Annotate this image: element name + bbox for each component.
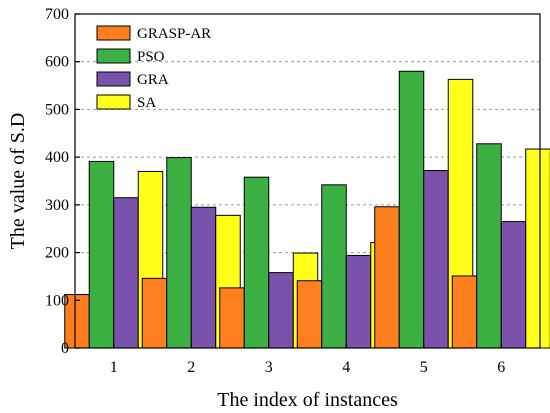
bar-grasp-ar-6: [451, 275, 478, 349]
bars: [64, 70, 550, 349]
plot-frame: [74, 13, 541, 349]
bar-pso-3: [243, 176, 270, 349]
y-tick-label: 100: [45, 292, 69, 309]
bar-grasp-ar-4: [296, 280, 323, 349]
y-tick-label: 200: [45, 245, 69, 262]
bar-gra-2: [190, 206, 217, 349]
bar-gra-6: [500, 221, 527, 349]
legend-swatch-sa: [96, 94, 131, 110]
x-tick-label: 2: [187, 359, 195, 376]
legend-label-sa: SA: [137, 95, 156, 111]
x-tick-label: 6: [497, 359, 505, 376]
y-tick-label: 600: [45, 54, 69, 71]
bar-gra-1: [113, 197, 139, 349]
legend-label-grasp-ar: GRASP-AR: [137, 26, 211, 42]
x-tick-label: 4: [342, 359, 350, 376]
x-tick-label: 5: [420, 359, 428, 376]
bar-grasp-ar-5: [374, 206, 400, 349]
x-axis-title: The index of instances: [217, 389, 398, 411]
bar-grasp-ar-2: [141, 277, 168, 349]
legend: GRASP-AR PSO GRA SA: [96, 25, 211, 111]
bar-pso-1: [88, 160, 115, 349]
bar-gra-3: [268, 272, 294, 349]
y-tick-label: 500: [45, 101, 69, 118]
bar-pso-6: [476, 143, 502, 349]
bar-gra-5: [423, 170, 449, 349]
x-tick-label: 1: [110, 359, 118, 376]
axis-ticks: 0 100 200 300 400 500 600 700 1 2 3 4 5 6: [45, 6, 505, 376]
y-axis-title: The value of S.D: [7, 113, 29, 250]
y-tick-label: 400: [45, 149, 69, 166]
y-tick-label: 700: [45, 6, 69, 23]
bar-pso-2: [166, 157, 192, 349]
bar-grasp-ar-3: [219, 287, 245, 349]
bar-grasp-ar-1: [64, 294, 90, 349]
y-tick-label: 0: [61, 340, 69, 357]
x-tick-label: 3: [265, 359, 273, 376]
legend-label-gra: GRA: [137, 72, 169, 88]
y-tick-label: 300: [45, 197, 69, 214]
legend-swatch-gra: [96, 71, 131, 87]
bar-pso-5: [398, 70, 425, 349]
bar-pso-4: [321, 184, 347, 349]
legend-label-pso: PSO: [137, 49, 165, 65]
bar-sa-6: [525, 148, 550, 349]
legend-swatch-pso: [96, 48, 131, 64]
legend-swatch-grasp-ar: [96, 25, 131, 41]
bar-gra-4: [345, 254, 372, 349]
